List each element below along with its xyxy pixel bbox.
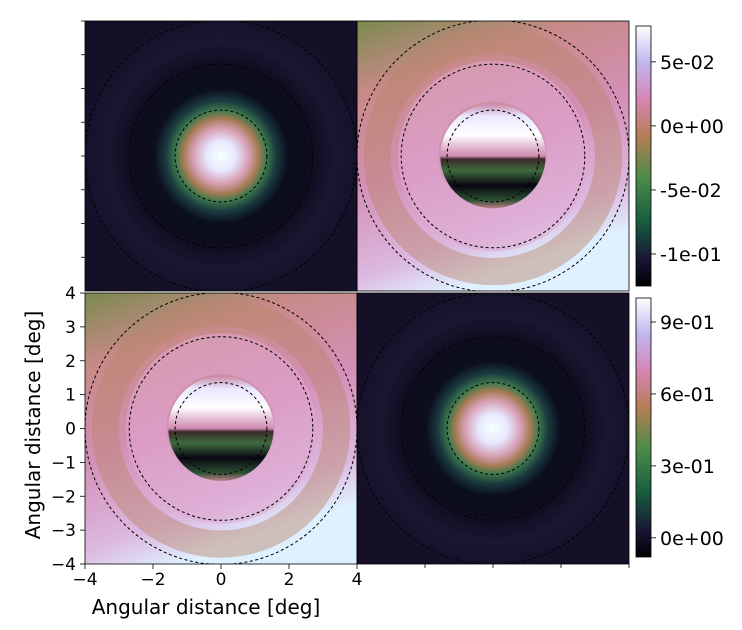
heatmap-ring-light xyxy=(125,333,317,524)
x-tick-label: 4 xyxy=(352,570,363,590)
colorbar-top-right xyxy=(635,25,652,287)
x-tick-label: 0 xyxy=(216,570,227,590)
contour-circle-2 xyxy=(400,63,586,249)
heatmap-panel-top-left xyxy=(85,21,357,291)
colorbar-tick-label: 0e+00 xyxy=(660,116,724,138)
contour-circle-2 xyxy=(128,336,314,521)
heatmap-ring-light xyxy=(397,60,589,252)
colorbar-tick-label: 9e-01 xyxy=(660,312,715,334)
x-tick-label: 2 xyxy=(284,570,295,590)
colorbar-tick-label: -1e-01 xyxy=(660,244,722,266)
contour-circle-1 xyxy=(446,382,540,475)
panel-frame-top-right xyxy=(356,20,630,292)
y-tick-label: 4 xyxy=(65,284,76,304)
colorbar-tick-label: 0e+00 xyxy=(660,528,724,550)
y-tick-label: −2 xyxy=(51,487,76,507)
heatmap-panel-bottom-left xyxy=(85,293,357,564)
y-tick-label: 1 xyxy=(65,386,76,406)
y-tick-label: 0 xyxy=(65,420,76,440)
contour-circle-1 xyxy=(446,109,540,203)
heatmap-dipole-core xyxy=(440,103,546,209)
heatmap-gaussian-peak xyxy=(85,21,357,291)
contour-circle-2 xyxy=(400,336,586,521)
colorbar-tick-label: 6e-01 xyxy=(660,384,715,406)
contour-circle-2 xyxy=(128,63,314,249)
heatmap-ring-warm xyxy=(91,299,351,558)
y-tick-label: −1 xyxy=(51,453,76,473)
colorbar-tick-label: 3e-01 xyxy=(660,456,715,478)
colorbar-bottom-right xyxy=(635,297,652,558)
heatmap-gaussian-peak xyxy=(357,293,629,564)
heatmap-ring-warm xyxy=(363,26,623,286)
heatmap-panel-bottom-right xyxy=(357,293,629,564)
heatmap-dipole-core xyxy=(168,375,274,482)
heatmap-panel-top-right xyxy=(357,21,629,291)
y-axis-title: Angular distance [deg] xyxy=(21,311,45,540)
colorbar-tick-label: -5e-02 xyxy=(660,180,722,202)
y-tick-label: 2 xyxy=(65,352,76,372)
contour-circle-1 xyxy=(174,382,268,475)
contour-circle-1 xyxy=(174,109,268,203)
y-tick-label: −3 xyxy=(51,521,76,541)
x-tick-label: −4 xyxy=(72,570,97,590)
y-tick-label: 3 xyxy=(65,318,76,338)
x-axis-title: Angular distance [deg] xyxy=(92,595,321,619)
colorbar-tick-label: 5e-02 xyxy=(660,52,715,74)
y-tick-label: −4 xyxy=(51,555,76,575)
x-tick-label: −2 xyxy=(140,570,165,590)
